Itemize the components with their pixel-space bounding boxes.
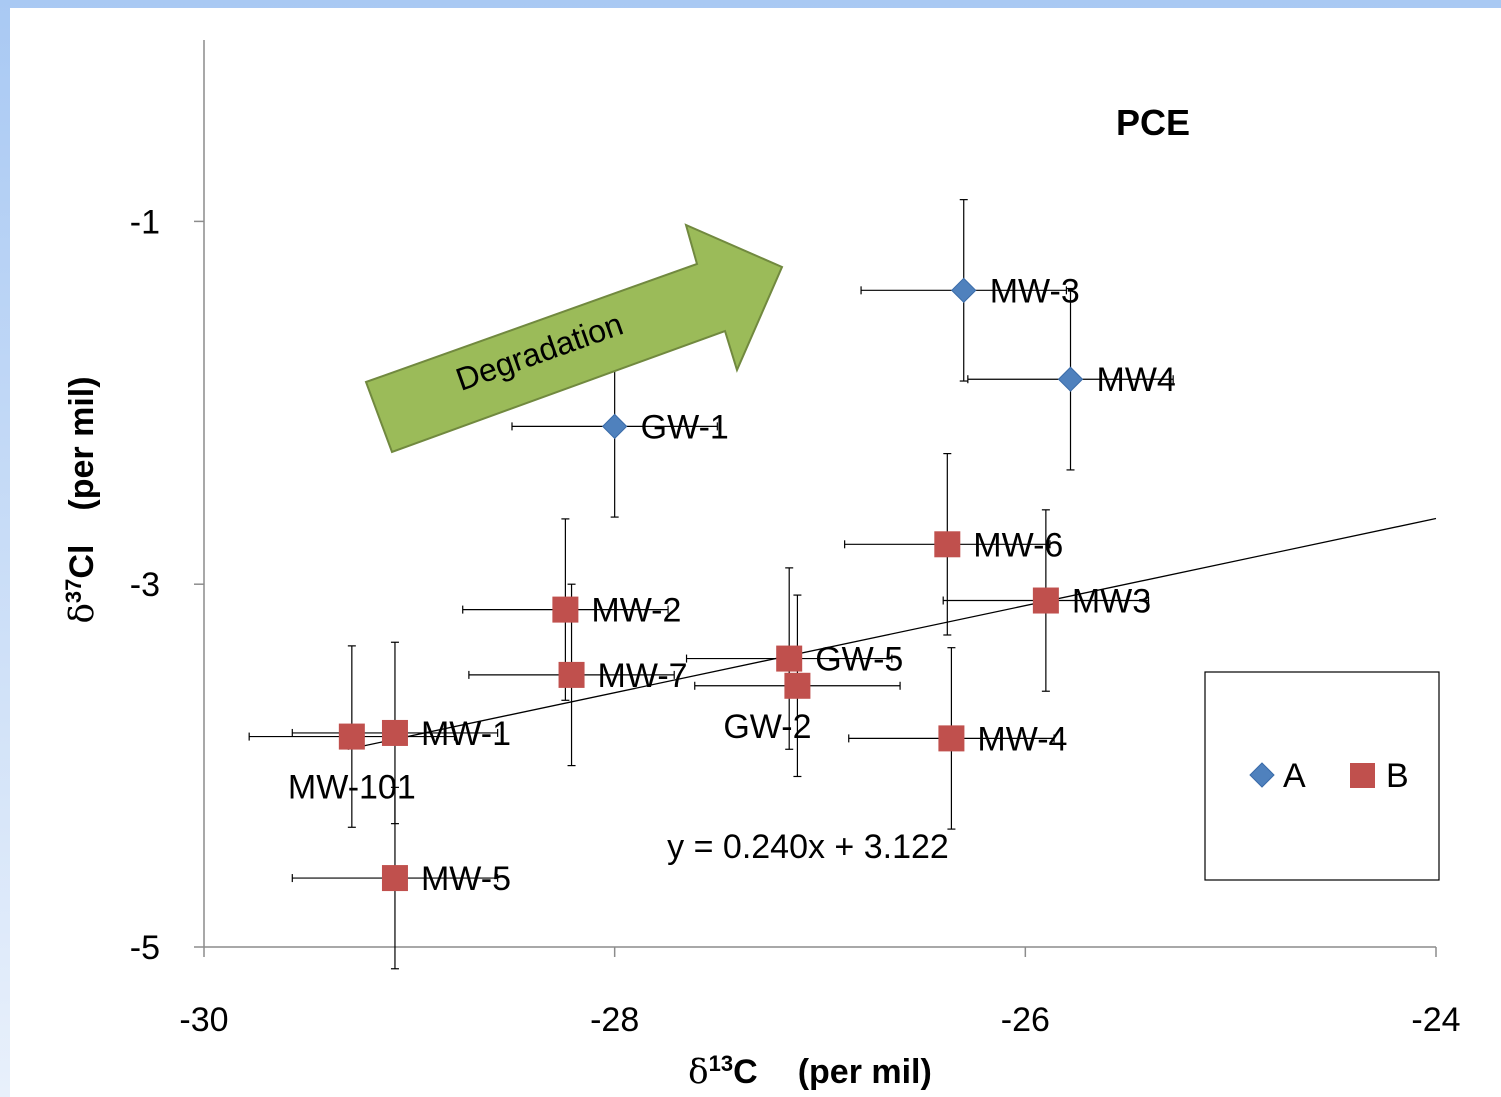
data-point-gw-1: [601, 413, 628, 440]
x-tick-label: -30: [179, 1001, 228, 1039]
data-point-mw-6: [934, 531, 961, 558]
data-label-mw-1: MW-1: [421, 715, 511, 753]
data-label-gw-2: GW-2: [723, 708, 811, 746]
chart-title: PCE: [1116, 102, 1190, 143]
data-point-mw-101: [338, 723, 365, 750]
data-point-mw3: [1032, 587, 1059, 614]
y-axis-label-unit: (per mil): [63, 376, 101, 510]
y-axis-label-elem: Cl: [63, 545, 101, 579]
trendline-path: [347, 517, 1437, 750]
data-label-mw-6: MW-6: [973, 526, 1063, 564]
legend-box: [1204, 671, 1440, 881]
data-label-gw-1: GW-1: [641, 408, 729, 446]
x-tick-label: -26: [1001, 1001, 1050, 1039]
data-points: [338, 277, 1084, 892]
plot-area: [10, 8, 1501, 1097]
legend-marker-b: [1350, 763, 1375, 788]
svg-text:δ13C(per mil): δ13C (per mil): [688, 1051, 932, 1092]
data-label-mw-5: MW-5: [421, 860, 511, 898]
data-label-mw-2: MW-2: [591, 592, 681, 630]
data-label-mw3: MW3: [1072, 583, 1151, 621]
svg-text:δ37Cl(per mil): δ37Cl (per mil): [61, 376, 102, 623]
data-point-mw-4: [938, 725, 965, 752]
x-axis-label: δ13C (per mil): [688, 1051, 932, 1092]
trendline: [347, 517, 1437, 750]
data-point-mw4: [1057, 366, 1084, 392]
data-point-mw-1: [381, 719, 408, 746]
degradation-arrow-shape: [364, 223, 784, 454]
data-label-mw-7: MW-7: [598, 657, 688, 695]
legend-label-b: B: [1386, 757, 1409, 795]
y-tick-label: -5: [130, 929, 160, 967]
data-point-gw-5: [776, 645, 803, 672]
data-point-mw-3: [951, 277, 977, 304]
y-axis-label-sup: 37: [61, 579, 86, 603]
axes: -30 -28 -26 -24 -1 -3 -5: [130, 40, 1461, 1039]
x-tick-label: -28: [590, 1001, 639, 1039]
data-label-mw-101: MW-101: [288, 769, 416, 807]
trendline-equation: y = 0.240x + 3.122: [667, 828, 949, 866]
y-axis-label-greek: δ: [62, 603, 102, 623]
data-label-mw-4: MW-4: [977, 720, 1067, 758]
x-axis-label-sup: 13: [709, 1051, 733, 1076]
legend: A B: [1204, 671, 1440, 881]
legend-label-a: A: [1283, 757, 1306, 795]
data-point-mw-5: [381, 865, 408, 892]
x-axis-label-elem: C: [733, 1053, 758, 1091]
y-tick-label: -3: [130, 566, 160, 604]
data-point-mw-2: [552, 596, 579, 623]
y-axis-label: δ37Cl (per mil): [61, 376, 102, 623]
x-axis-label-unit: (per mil): [798, 1053, 932, 1091]
legend-marker-a: [1249, 762, 1275, 788]
data-point-mw-7: [558, 661, 585, 688]
y-tick-label: -1: [130, 203, 160, 241]
data-label-mw-3: MW-3: [990, 272, 1080, 310]
x-tick-label: -24: [1411, 1001, 1460, 1039]
data-point-gw-2: [784, 672, 811, 699]
x-axis-label-greek: δ: [688, 1052, 708, 1092]
data-label-gw-5: GW-5: [815, 641, 903, 679]
data-label-mw4: MW4: [1097, 361, 1176, 399]
